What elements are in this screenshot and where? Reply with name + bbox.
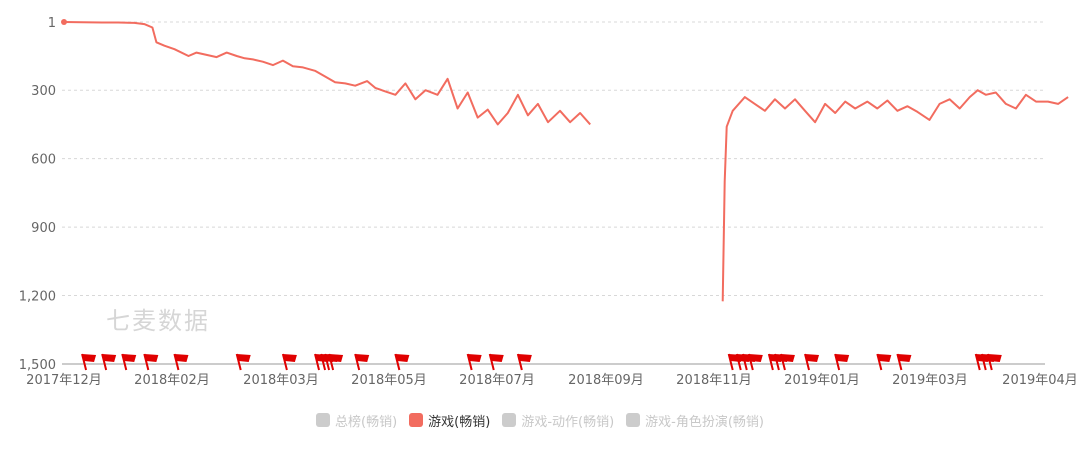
x-tick-label: 2018年05月 [351,373,427,388]
legend-label: 游戏-角色扮演(畅销) [645,414,764,430]
series-line [63,21,591,126]
x-tick-label: 2018年07月 [459,373,535,388]
flag-marker-icon[interactable] [394,353,410,371]
flag-marker-icon[interactable] [101,353,117,371]
flag-marker-icon[interactable] [896,353,912,371]
flag-marker-icon[interactable] [328,353,344,371]
flag-marker-icon[interactable] [876,353,892,371]
y-tick-label: 1 [48,16,56,31]
flag-marker-icon[interactable] [779,353,795,371]
watermark: 七麦数据 [106,307,210,335]
x-tick-label: 2018年02月 [134,373,210,388]
flag-marker-icon[interactable] [986,353,1002,371]
flag-marker-icon[interactable] [804,353,820,371]
legend-swatch [409,413,424,427]
flag-marker-icon[interactable] [81,353,97,371]
flag-marker-icon[interactable] [488,353,504,371]
x-tick-label: 2019年03月 [892,373,968,388]
flag-marker-icon[interactable] [173,353,189,371]
legend-item-overall-grossing[interactable]: 总榜(畅销) [316,411,397,430]
x-tick-label: 2019年04月 [1002,373,1078,388]
chart-legend: 总榜(畅销) 游戏(畅销) 游戏-动作(畅销) 游戏-角色扮演(畅销) [0,408,1080,432]
flag-marker-icon[interactable] [354,353,370,371]
legend-label: 总榜(畅销) [335,414,398,430]
flag-marker-icon[interactable] [235,353,251,371]
y-tick-label: 600 [31,153,56,168]
flag-marker-icon[interactable] [466,353,482,371]
flag-marker-icon[interactable] [747,353,763,371]
legend-item-games-rpg-grossing[interactable]: 游戏-角色扮演(畅销) [626,411,764,430]
legend-item-games-action-grossing[interactable]: 游戏-动作(畅销) [502,411,614,430]
legend-label: 游戏(畅销) [428,414,491,430]
x-tick-label: 2017年12月 [26,373,102,388]
flag-marker-icon[interactable] [834,353,850,371]
legend-swatch [502,413,517,427]
series-start-dot [61,19,67,25]
legend-swatch [626,413,641,427]
series-line [721,89,1069,302]
flag-marker-icon[interactable] [516,353,532,371]
x-tick-label: 2018年11月 [676,373,752,388]
legend-label: 游戏-动作(畅销) [521,414,615,430]
x-tick-label: 2018年03月 [243,373,319,388]
x-tick-label: 2019年01月 [784,373,860,388]
legend-item-games-grossing[interactable]: 游戏(畅销) [409,411,490,430]
y-tick-label: 900 [31,221,56,236]
y-tick-label: 1,500 [19,358,56,373]
flag-marker-icon[interactable] [143,353,159,371]
x-tick-label: 2018年09月 [568,373,644,388]
y-tick-label: 300 [31,84,56,99]
y-tick-label: 1,200 [19,290,56,305]
flag-marker-icon[interactable] [121,353,137,371]
flag-marker-icon[interactable] [281,353,297,371]
legend-swatch [316,413,330,427]
